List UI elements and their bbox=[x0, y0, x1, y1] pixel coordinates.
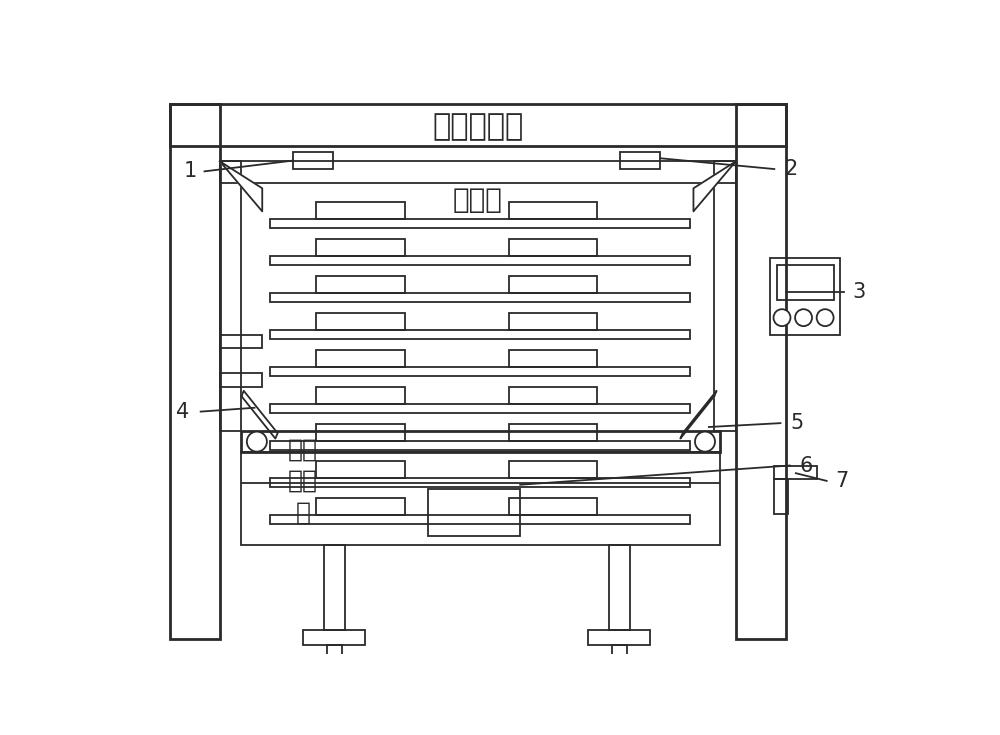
Bar bbox=[270, 219, 690, 229]
Text: 6: 6 bbox=[800, 456, 813, 476]
Bar bbox=[327, 645, 342, 657]
Circle shape bbox=[774, 309, 790, 326]
Text: 拆盘机顶罩: 拆盘机顶罩 bbox=[432, 112, 523, 141]
Bar bbox=[509, 276, 597, 293]
Bar bbox=[316, 461, 405, 478]
Bar bbox=[774, 465, 817, 479]
Text: 5: 5 bbox=[791, 413, 804, 433]
Bar bbox=[270, 404, 690, 413]
Bar bbox=[316, 239, 405, 256]
Polygon shape bbox=[220, 162, 262, 212]
Bar bbox=[220, 334, 262, 348]
Bar bbox=[293, 152, 333, 169]
Bar bbox=[714, 162, 736, 431]
Bar bbox=[270, 478, 690, 487]
Bar bbox=[620, 152, 660, 169]
Polygon shape bbox=[680, 391, 717, 439]
Circle shape bbox=[795, 309, 812, 326]
Text: 3: 3 bbox=[852, 282, 866, 302]
Bar bbox=[777, 265, 834, 300]
Bar bbox=[509, 239, 597, 256]
Bar bbox=[220, 162, 736, 183]
Bar bbox=[609, 545, 630, 629]
Polygon shape bbox=[241, 391, 278, 439]
Circle shape bbox=[695, 431, 715, 451]
Bar bbox=[770, 257, 840, 334]
Bar bbox=[303, 629, 365, 645]
Bar bbox=[170, 104, 220, 639]
Bar bbox=[509, 461, 597, 478]
Text: 7: 7 bbox=[835, 471, 849, 491]
Bar bbox=[509, 387, 597, 404]
Bar bbox=[316, 350, 405, 367]
Bar bbox=[316, 276, 405, 293]
Bar bbox=[270, 514, 690, 524]
Bar bbox=[316, 424, 405, 441]
Bar bbox=[170, 104, 786, 146]
Bar bbox=[270, 367, 690, 376]
Bar bbox=[220, 162, 241, 431]
Bar bbox=[509, 424, 597, 441]
Text: 托盘组: 托盘组 bbox=[453, 186, 503, 214]
Circle shape bbox=[817, 309, 834, 326]
Bar bbox=[316, 313, 405, 330]
Bar bbox=[316, 202, 405, 219]
Bar bbox=[316, 387, 405, 404]
Bar bbox=[270, 256, 690, 265]
Bar bbox=[509, 313, 597, 330]
Bar bbox=[509, 350, 597, 367]
Bar bbox=[220, 373, 262, 387]
Bar bbox=[270, 441, 690, 450]
Bar bbox=[316, 498, 405, 514]
Bar bbox=[270, 330, 690, 340]
Bar bbox=[736, 104, 786, 639]
Polygon shape bbox=[693, 162, 736, 212]
Text: 4: 4 bbox=[176, 401, 190, 422]
Circle shape bbox=[247, 431, 267, 451]
Bar bbox=[241, 431, 720, 453]
Bar bbox=[509, 498, 597, 514]
Text: 1: 1 bbox=[184, 162, 197, 182]
Text: 辊式
输送
机: 辊式 输送 机 bbox=[288, 437, 318, 525]
Bar bbox=[241, 453, 720, 545]
Bar bbox=[270, 293, 690, 302]
Text: 2: 2 bbox=[785, 159, 798, 179]
Bar bbox=[428, 490, 520, 536]
Bar bbox=[588, 629, 650, 645]
Bar bbox=[612, 645, 627, 657]
Bar bbox=[324, 545, 345, 629]
Bar bbox=[774, 479, 788, 514]
Bar bbox=[509, 202, 597, 219]
